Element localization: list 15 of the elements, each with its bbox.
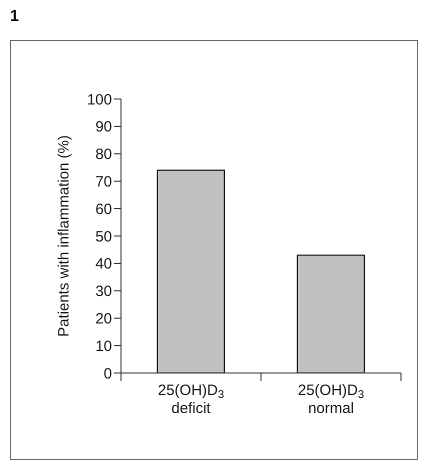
y-tick-label: 100 [86, 91, 112, 108]
y-tick-label: 10 [95, 338, 112, 355]
y-tick-label: 50 [95, 228, 112, 246]
y-tick-label: 30 [95, 283, 112, 300]
y-tick-label: 60 [95, 200, 112, 218]
y-tick-label: 80 [95, 146, 112, 164]
y-tick-label: 40 [95, 256, 112, 273]
x-tick-label: 25(OH)D$_{3}$ normal [298, 382, 364, 417]
y-axis-title: Patients with inflammation (%) [55, 135, 72, 337]
y-tick-label: 70 [95, 174, 112, 191]
chart-title: 1 [10, 8, 20, 27]
y-tick-label: 0 [104, 365, 112, 382]
y-tick-label: 20 [95, 310, 112, 328]
y-tick-label: 90 [95, 118, 112, 136]
x-tick-label: 25(OH)D$_{3}$ deficit [158, 382, 224, 417]
